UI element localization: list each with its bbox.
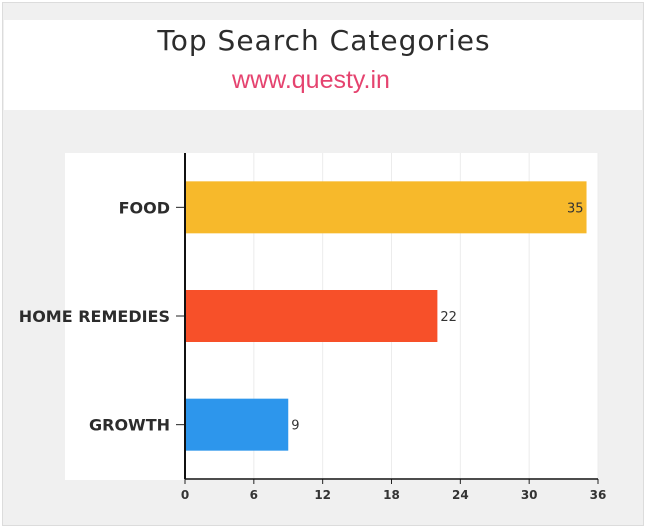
category-label: GROWTH: [89, 416, 170, 435]
bar: [185, 290, 438, 342]
x-tick-label: 6: [250, 488, 258, 502]
x-tick-label: 30: [521, 488, 538, 502]
chart-title: Top Search Categories: [157, 24, 491, 57]
bar: [185, 181, 587, 234]
axes: 0 6 12 18 24 30 36 FOOD HOME REMEDIES GROWTH: [19, 153, 607, 502]
x-tick-label: 24: [452, 488, 469, 502]
chart-header: Top Search Categories www.questy.in: [4, 20, 642, 110]
data-label: 35: [567, 201, 584, 216]
category-label: FOOD: [119, 198, 170, 217]
x-tick-label: 12: [314, 488, 331, 502]
category-label: HOME REMEDIES: [19, 307, 170, 326]
data-label: 9: [291, 419, 299, 434]
bars: 35 22 9: [185, 181, 587, 451]
bar: [185, 398, 289, 451]
chart-subtitle-link[interactable]: www.questy.in: [232, 66, 390, 94]
x-tick-label: 36: [590, 488, 607, 502]
x-tick-label: 18: [383, 488, 400, 502]
x-tick-label: 0: [181, 488, 189, 502]
data-label: 22: [440, 310, 457, 325]
